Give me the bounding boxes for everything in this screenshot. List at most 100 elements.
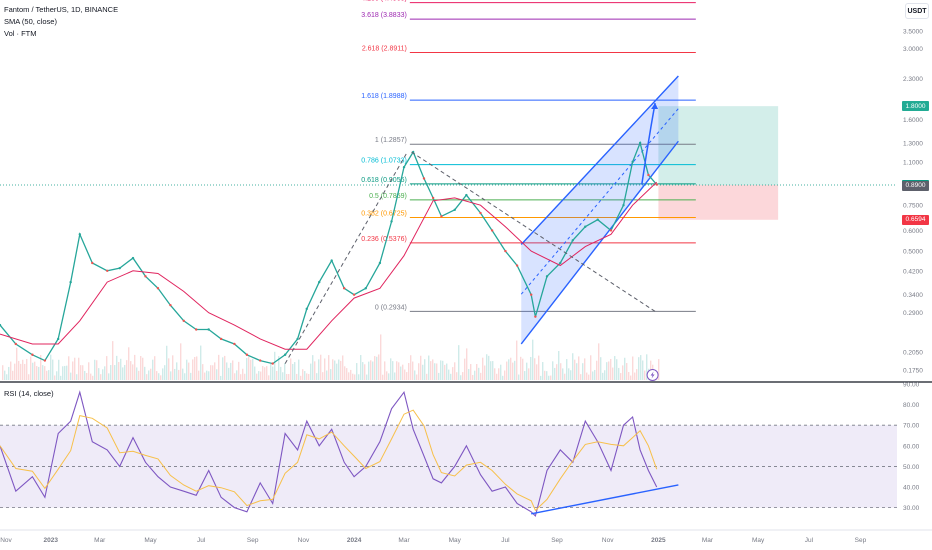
price-point: [515, 264, 519, 267]
volume-bars: [2, 334, 660, 380]
price-point: [453, 208, 456, 212]
volume-bar: [312, 355, 314, 380]
volume-bar: [122, 367, 124, 380]
volume-bar: [630, 375, 632, 380]
fib-level-label: 0.618 (0.9056): [361, 177, 407, 184]
volume-bar: [364, 364, 366, 380]
volume-bar: [370, 360, 372, 380]
volume-bar: [288, 374, 290, 380]
trend-up-dashed: [284, 151, 408, 364]
fibonacci-levels[interactable]: 0 (0.2934) 0.236 (0.5376) 0.382 (0.6725) 0.…: [361, 0, 696, 312]
volume-bar: [152, 359, 154, 380]
volume-bar: [580, 374, 582, 380]
price-point: [655, 183, 658, 186]
price-point: [271, 362, 274, 365]
volume-bar: [512, 362, 514, 380]
volume-bar: [612, 367, 614, 380]
price-tick-label: 3.5000: [903, 28, 923, 35]
volume-bar: [174, 368, 176, 380]
price-axis[interactable]: 3.5000 3.0000 2.3000 1.6000 1.3000 1.1000 0.75…: [0, 28, 932, 383]
volume-bar: [316, 373, 318, 380]
fib-level-label: 1 (1.2857): [375, 137, 407, 144]
volume-bar: [260, 371, 262, 380]
price-point: [465, 193, 468, 197]
fib-level-label: 0 (0.2934): [375, 304, 407, 311]
volume-bar: [74, 357, 76, 380]
trend-drawings[interactable]: [284, 102, 659, 364]
time-tick-label: May: [144, 537, 157, 544]
volume-bar: [154, 356, 156, 380]
currency-button[interactable]: USDT: [905, 3, 929, 19]
volume-bar: [402, 364, 404, 380]
volume-bar: [390, 358, 392, 380]
projection-arrow: [641, 102, 656, 185]
volume-bar: [178, 369, 180, 380]
volume-bar: [396, 361, 398, 380]
volume-bar: [462, 372, 464, 380]
volume-bar: [72, 361, 74, 380]
volume-bar: [320, 354, 322, 380]
time-tick-label: Mar: [94, 537, 106, 544]
price-tick-label: 0.3400: [903, 292, 923, 299]
volume-bar: [274, 351, 276, 380]
price-point: [638, 141, 642, 145]
volume-bar: [532, 339, 534, 380]
volume-bar: [214, 362, 216, 380]
legend-rsi[interactable]: RSI (14, close): [4, 389, 54, 398]
volume-bar: [486, 354, 488, 380]
volume-bar: [458, 345, 460, 380]
volume-bar: [500, 364, 502, 380]
volume-bar: [208, 371, 210, 380]
position-box[interactable]: [0, 106, 897, 220]
volume-bar: [466, 348, 468, 380]
volume-bar: [476, 364, 478, 380]
volume-bar: [490, 361, 492, 380]
volume-bar: [366, 374, 368, 380]
volume-bar: [118, 362, 120, 380]
price-point: [245, 353, 249, 356]
time-tick-label: Nov: [298, 537, 310, 544]
volume-bar: [528, 368, 530, 380]
volume-bar: [498, 368, 500, 380]
legend-title[interactable]: Fantom / TetherUS, 1D, BINANCE: [4, 5, 119, 14]
price-point: [422, 177, 426, 180]
price-point: [305, 307, 308, 311]
volume-bar: [382, 374, 384, 380]
price-point: [118, 266, 121, 270]
volume-bar: [598, 343, 600, 380]
volume-bar: [522, 358, 524, 380]
volume-bar: [84, 370, 86, 380]
flash-icon[interactable]: [646, 369, 659, 381]
rsi-trendline: [531, 484, 679, 515]
volume-bar: [494, 368, 496, 380]
volume-bar: [212, 365, 214, 380]
volume-bar: [442, 360, 444, 380]
volume-bar: [536, 364, 538, 380]
price-tag[interactable]: 0.8900: [902, 180, 929, 191]
volume-bar: [202, 364, 204, 380]
volume-bar: [136, 367, 138, 380]
volume-bar: [164, 365, 166, 380]
volume-bar: [190, 372, 192, 380]
fib-level-label: 0.5 (0.7859): [369, 193, 407, 200]
time-axis[interactable]: Nov 2023 Mar May Jul Sep Nov 2024 Mar May Jul Sep No…: [0, 529, 932, 544]
volume-bar: [124, 364, 126, 380]
volume-bar: [346, 368, 348, 380]
volume-bar: [68, 356, 70, 380]
channel-midline: [520, 108, 679, 295]
volume-bar: [434, 363, 436, 380]
price-tag[interactable]: 1.8000: [902, 101, 929, 112]
volume-bar: [562, 368, 564, 380]
price-tag[interactable]: 0.6594: [902, 214, 929, 225]
legend-vol[interactable]: Vol · FTM: [4, 29, 37, 38]
legend-sma[interactable]: SMA (50, close): [4, 17, 57, 26]
volume-bar: [40, 354, 42, 380]
volume-bar: [50, 354, 52, 380]
volume-bar: [168, 358, 170, 380]
volume-bar: [404, 369, 406, 380]
volume-bar: [82, 365, 84, 380]
fib-level-label: 1.618 (1.8988): [361, 93, 407, 100]
price-tick-label: 1.1000: [903, 159, 923, 166]
volume-bar: [310, 363, 312, 380]
